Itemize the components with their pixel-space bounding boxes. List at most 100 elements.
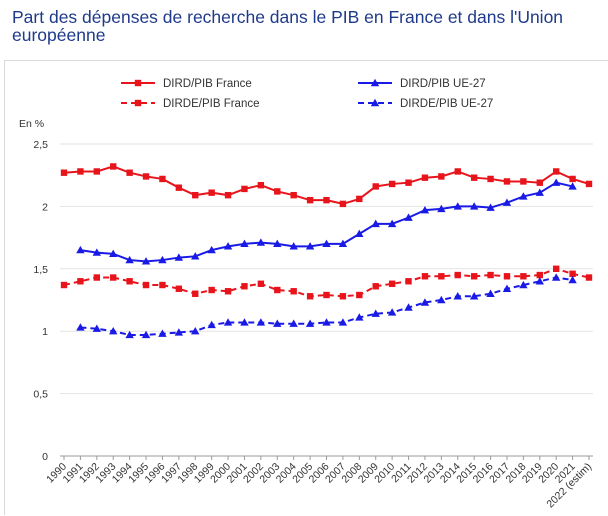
legend-item: DIRDE/PIB UE-27 (358, 98, 493, 110)
data-point (159, 281, 166, 289)
data-point (290, 191, 297, 199)
data-point (191, 252, 200, 260)
data-point (486, 289, 495, 297)
data-point (568, 275, 577, 284)
data-point (437, 204, 446, 213)
data-point (93, 168, 101, 175)
data-point (355, 313, 364, 321)
data-point (192, 290, 199, 297)
y-tick-label: 1,5 (33, 264, 48, 276)
legend-marker (134, 79, 142, 87)
y-tick-label: 1 (42, 326, 48, 338)
y-tick-label: 2 (42, 201, 48, 213)
data-point (192, 191, 199, 199)
data-point (125, 255, 134, 264)
data-point (207, 245, 216, 254)
data-point (371, 309, 380, 317)
data-point (387, 219, 397, 228)
data-point (405, 278, 412, 285)
data-point (339, 293, 347, 300)
data-point (224, 288, 232, 295)
data-point (372, 283, 379, 290)
data-point (469, 292, 479, 300)
data-point (60, 169, 68, 176)
data-point (387, 308, 397, 316)
data-point (339, 200, 347, 208)
y-axis: En % 0 0,5 1 1,5 2 2,5 (19, 118, 48, 463)
data-point (551, 273, 561, 281)
data-point (536, 271, 543, 279)
data-point (256, 238, 266, 246)
data-point (388, 280, 396, 287)
y-tick-label: 0,5 (33, 389, 48, 401)
data-point (224, 191, 232, 199)
data-point (552, 168, 560, 175)
series-1 (76, 178, 577, 265)
legend-label: DIRD/PIB UE-27 (400, 78, 486, 90)
legend-marker (370, 98, 380, 107)
data-point (257, 181, 265, 189)
data-point (454, 271, 461, 279)
data-point (125, 330, 134, 339)
data-point (470, 273, 478, 280)
data-point (454, 168, 461, 175)
data-point (453, 202, 462, 210)
legend-item: DIRD/PIB UE-27 (358, 78, 486, 90)
data-point (77, 278, 84, 285)
data-point (240, 318, 249, 326)
y-tick-label: 0 (42, 451, 48, 463)
data-point (438, 273, 445, 280)
legend-marker (370, 78, 380, 87)
data-point (388, 180, 396, 188)
data-point (469, 202, 479, 210)
data-point (503, 178, 511, 185)
data-point (438, 173, 445, 180)
data-point (536, 179, 543, 186)
data-point (306, 196, 314, 204)
legend-item: DIRDE/PIB France (121, 98, 260, 110)
data-point (110, 274, 117, 281)
data-point (569, 270, 576, 277)
data-point (568, 182, 577, 190)
grid-lines (60, 143, 593, 457)
data-point (503, 273, 511, 280)
x-axis: 1990199119921993199419951996199719981999… (44, 456, 594, 510)
legend-label: DIRDE/PIB UE-27 (400, 98, 493, 110)
legend-item: DIRD/PIB France (121, 78, 252, 90)
series-0 (60, 163, 593, 208)
legend: DIRD/PIB France DIRD/PIB UE-27 DIRDE/PIB F… (121, 78, 493, 110)
data-point (338, 239, 348, 248)
data-point (306, 293, 314, 300)
data-point (76, 323, 85, 331)
data-point (585, 180, 593, 188)
data-point (305, 242, 315, 250)
data-point (109, 249, 118, 258)
data-point (502, 198, 512, 206)
data-point (223, 242, 233, 250)
data-point (487, 175, 494, 183)
data-point (92, 324, 102, 332)
series-2 (60, 265, 593, 300)
data-point (191, 327, 200, 335)
data-point (520, 178, 527, 185)
data-point (141, 330, 151, 339)
data-point (437, 295, 446, 304)
data-point (323, 196, 330, 204)
data-point (356, 291, 363, 299)
data-point (175, 285, 183, 292)
data-point (126, 278, 133, 285)
data-point (110, 163, 117, 170)
data-point (551, 178, 561, 186)
data-point (142, 173, 150, 180)
line-chart: DIRD/PIB France DIRD/PIB UE-27 DIRDE/PIB F… (19, 78, 594, 510)
data-point (207, 320, 216, 329)
data-point (421, 273, 429, 280)
data-point (486, 203, 495, 211)
data-point (223, 318, 233, 326)
data-point (76, 245, 85, 254)
chart-panel: DIRD/PIB France DIRD/PIB UE-27 DIRDE/PIB F… (4, 60, 608, 515)
data-point (502, 284, 512, 292)
data-point (338, 318, 348, 326)
data-point (421, 174, 429, 181)
data-point (158, 255, 167, 264)
